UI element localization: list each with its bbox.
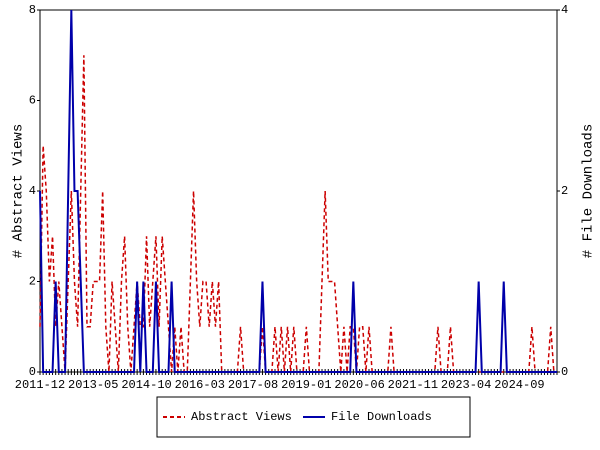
x-tick-label: 2011-12 <box>15 378 65 392</box>
series-line <box>39 9 557 373</box>
x-tick-label: 2021-11 <box>388 378 438 392</box>
legend-label: File Downloads <box>331 410 432 424</box>
y-tick-label: 0 <box>29 365 36 379</box>
x-tick-label: 2016-03 <box>175 378 225 392</box>
y-axis-label: # Abstract Views <box>11 124 27 258</box>
y2-tick-label: 0 <box>561 365 568 379</box>
x-tick-label: 2020-06 <box>334 378 384 392</box>
x-tick-label: 2013-05 <box>68 378 118 392</box>
y2-tick-label: 2 <box>561 184 568 198</box>
y2-tick-label: 4 <box>561 3 568 17</box>
x-tick-label: 2019-01 <box>281 378 331 392</box>
x-tick-label: 2017-08 <box>228 378 278 392</box>
legend-box <box>156 396 471 438</box>
y-tick-label: 4 <box>29 184 36 198</box>
y-tick-label: 8 <box>29 3 36 17</box>
y-tick-label: 2 <box>29 275 36 289</box>
y-tick-label: 6 <box>29 94 36 108</box>
x-tick-label: 2023-04 <box>441 378 491 392</box>
y2-axis-label: # File Downloads <box>581 124 597 258</box>
x-tick-label: 2014-10 <box>121 378 171 392</box>
x-tick-label: 2024-09 <box>494 378 544 392</box>
legend-label: Abstract Views <box>191 410 292 424</box>
